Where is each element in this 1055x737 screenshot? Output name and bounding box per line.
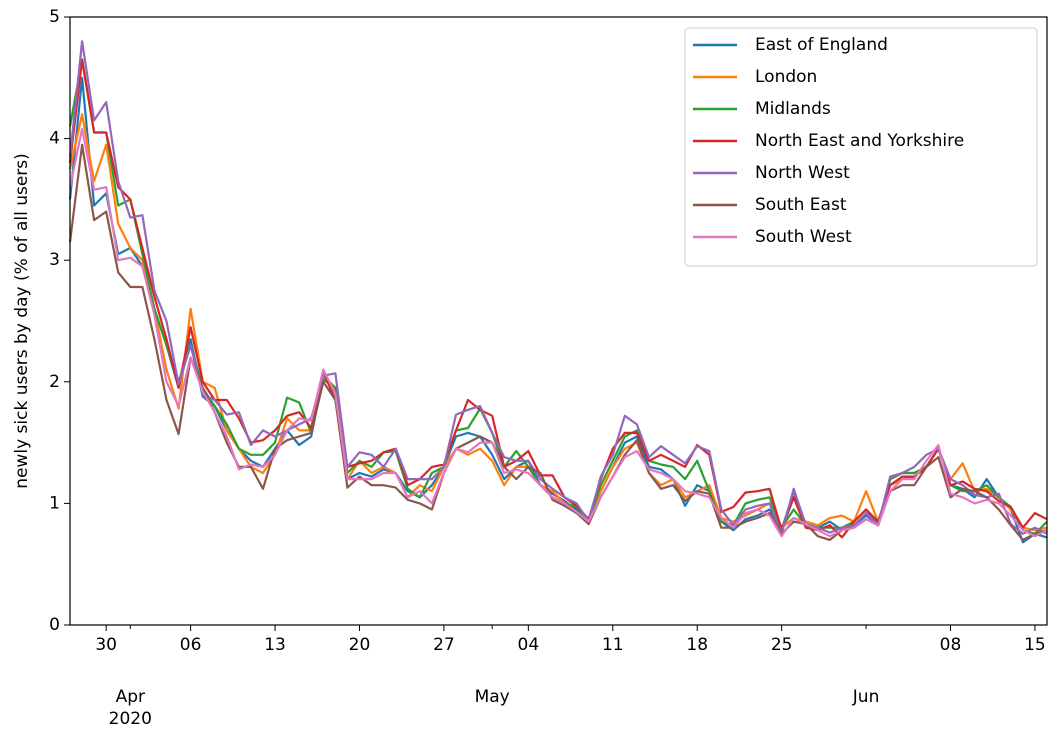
- y-tick-label: 1: [49, 493, 60, 513]
- legend-box: [684, 27, 1038, 267]
- x-tick-label: 06: [180, 635, 202, 655]
- x-tick-label: 27: [433, 635, 455, 655]
- year-label: 2020: [109, 709, 152, 729]
- legend-label: East of England: [755, 35, 888, 55]
- x-tick-label: 13: [264, 635, 286, 655]
- legend-label: North West: [755, 163, 850, 183]
- legend-label: South West: [755, 227, 852, 247]
- y-tick-label: 5: [49, 7, 60, 27]
- x-tick-label: 25: [771, 635, 793, 655]
- legend-label: Midlands: [755, 99, 831, 119]
- y-tick-label: 2: [49, 372, 60, 392]
- x-tick-label: 08: [940, 635, 962, 655]
- series-line: [68, 40, 1048, 535]
- x-tick-label: 20: [349, 635, 371, 655]
- y-tick-label: 3: [49, 250, 60, 270]
- legend-label: London: [755, 67, 817, 87]
- x-tick-label: 15: [1024, 635, 1046, 655]
- legend-label: South East: [755, 195, 847, 215]
- legend-label: North East and Yorkshire: [755, 131, 964, 151]
- month-label: May: [475, 687, 510, 707]
- series-line: [68, 127, 1048, 538]
- x-tick-label: 18: [686, 635, 708, 655]
- x-tick-label: 04: [518, 635, 540, 655]
- legend: East of England London Midlands North East …: [684, 27, 1038, 267]
- month-label: Jun: [852, 687, 880, 707]
- plot-frame: [69, 16, 1048, 626]
- x-tick-label: 30: [95, 635, 117, 655]
- month-label: Apr: [116, 687, 145, 707]
- y-tick-label: 0: [49, 615, 60, 635]
- x-tick-label: 11: [602, 635, 624, 655]
- y-axis-label: newly sick users by day (% of all users): [12, 153, 32, 489]
- y-tick-label: 4: [49, 129, 60, 149]
